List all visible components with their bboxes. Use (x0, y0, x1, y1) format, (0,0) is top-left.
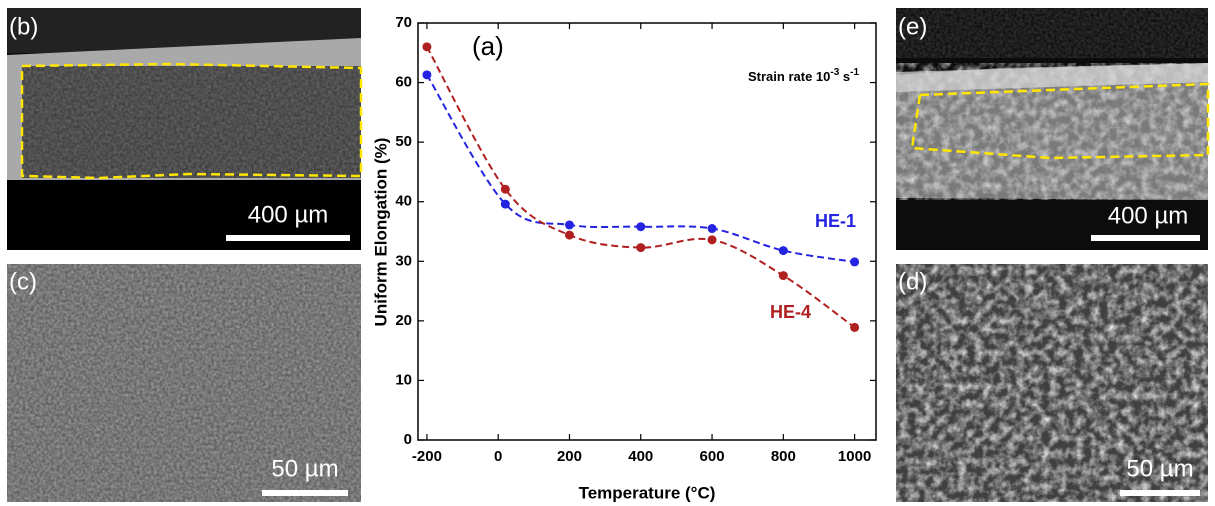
micrograph-e (896, 8, 1210, 250)
panel-label: (c) (9, 268, 37, 295)
data-point (500, 184, 510, 194)
annotation: Strain rate 10-3 s-1 (748, 67, 859, 85)
y-tick-label: 10 (395, 371, 412, 388)
data-point (564, 220, 574, 230)
y-tick-label: 60 (395, 74, 412, 91)
data-point (778, 271, 788, 281)
data-point (636, 243, 646, 253)
panel-label: (e) (898, 13, 927, 40)
series-line (426, 74, 855, 263)
panel-label: (a) (472, 31, 504, 61)
micrograph-b (7, 8, 363, 250)
data-point (707, 224, 717, 234)
series-line (426, 46, 856, 329)
micrograph-c (7, 264, 361, 502)
scale-bar-label: 400 µm (1108, 202, 1189, 229)
x-tick-label: 800 (771, 448, 796, 465)
x-tick-label: -200 (412, 448, 442, 465)
x-tick-label: 600 (700, 448, 725, 465)
panel-label: (d) (898, 268, 927, 295)
data-point (707, 235, 717, 245)
y-tick-label: 0 (404, 431, 412, 448)
y-tick-label: 50 (395, 133, 412, 150)
data-point (564, 230, 574, 240)
plot-frame (417, 22, 877, 441)
y-tick-label: 20 (395, 312, 412, 329)
y-axis-title: Uniform Elongation (%) (371, 138, 390, 327)
x-axis-title: Temperature (°C) (579, 483, 716, 502)
y-tick-label: 70 (395, 14, 412, 31)
scale-bar-label: 50 µm (1126, 455, 1193, 482)
x-tick-label: 1000 (838, 448, 871, 465)
series-label: HE-1 (815, 211, 856, 231)
data-point (500, 199, 510, 209)
series-label: HE-4 (770, 302, 811, 322)
data-point (778, 246, 788, 256)
x-tick-label: 0 (494, 448, 502, 465)
panel-label: (b) (9, 13, 38, 40)
annotation-sup: -1 (850, 67, 859, 78)
data-point (422, 70, 432, 80)
data-point (422, 42, 432, 52)
data-point (850, 322, 860, 332)
annotation-text: s (839, 69, 850, 84)
x-tick-label: 400 (628, 448, 653, 465)
data-point (850, 257, 860, 267)
annotation-text: Strain rate 10 (748, 69, 830, 84)
scale-bar-label: 50 µm (271, 455, 338, 482)
y-tick-label: 30 (395, 252, 412, 269)
y-tick-label: 40 (395, 193, 412, 210)
annotation-sup: -3 (830, 67, 839, 78)
x-tick-label: 200 (557, 448, 582, 465)
data-point (636, 222, 646, 232)
scale-bar-label: 400 µm (248, 201, 329, 228)
micrograph-d (896, 264, 1208, 502)
